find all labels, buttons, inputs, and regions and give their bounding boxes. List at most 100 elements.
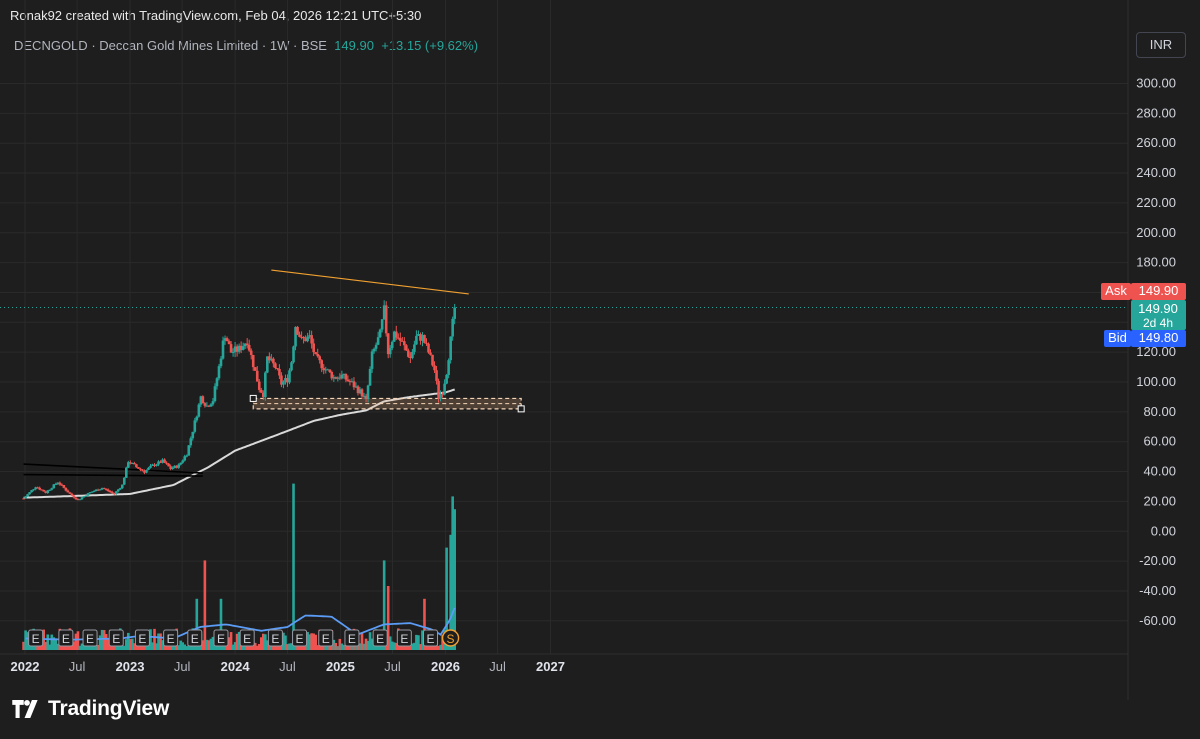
earnings-marker-label: E <box>427 632 435 646</box>
earnings-marker-label: E <box>138 632 146 646</box>
candle-body <box>62 485 66 488</box>
candle-body <box>403 341 406 346</box>
candle-body <box>274 363 277 368</box>
candle-body <box>74 497 78 500</box>
volume-bar <box>171 644 174 650</box>
candle-body <box>215 378 219 387</box>
symbol-ticker[interactable]: DECNGOLD <box>14 38 88 53</box>
x-tick-label: 2022 <box>11 659 40 674</box>
tradingview-logo[interactable]: TradingView <box>12 697 169 721</box>
volume-bar <box>390 641 394 650</box>
price-change: +13.15 (+9.62%) <box>381 38 479 53</box>
candle-body <box>390 341 394 349</box>
price-axis[interactable]: 300.00 280.00 260.00 240.00 220.00 200.00 180.… <box>1127 0 1176 700</box>
candle-body <box>197 404 201 417</box>
volume-bar <box>310 633 313 650</box>
candle-body <box>211 401 215 405</box>
candle-body <box>445 374 448 384</box>
volume-bar <box>398 644 402 650</box>
candle-body <box>187 445 191 456</box>
candle-body <box>447 360 450 375</box>
interval-label[interactable]: 1W <box>269 38 290 53</box>
candle-body <box>314 352 317 354</box>
volume-bar <box>106 638 110 650</box>
volume-bar <box>282 632 285 650</box>
candle-body <box>247 344 251 351</box>
earnings-marker-label: E <box>32 632 40 646</box>
earnings-marker-label: E <box>217 632 225 646</box>
candle-body <box>354 386 358 388</box>
support-zone-handle <box>249 394 257 402</box>
volume-bar <box>72 641 76 650</box>
x-tick-label: Jul <box>489 659 506 674</box>
earnings-marker-label: E <box>243 632 251 646</box>
candle-body <box>276 367 279 369</box>
ask-value: 149.90 <box>1139 283 1179 298</box>
volume-bar <box>100 629 104 650</box>
volume-bar <box>120 643 124 650</box>
volume-bar <box>153 628 156 650</box>
currency-button[interactable]: INR <box>1136 32 1186 58</box>
volume-bar <box>439 644 442 650</box>
drawn-line <box>23 473 203 477</box>
candle-body <box>302 336 305 339</box>
candle-body <box>225 338 229 342</box>
candle-body <box>127 462 130 468</box>
candle-body <box>38 487 41 490</box>
volume-bar <box>233 642 237 650</box>
volume-bar <box>56 643 60 650</box>
candle-body <box>120 484 124 489</box>
volume-bar <box>423 598 426 650</box>
last-price: 149.90 <box>334 38 374 53</box>
volume-bar <box>157 633 160 650</box>
candle-body <box>253 367 257 371</box>
candle-body <box>388 348 392 355</box>
y-tick-label: 80.00 <box>1143 404 1176 419</box>
volume-bar <box>86 646 90 650</box>
volume-bar <box>358 643 362 650</box>
support-zone[interactable] <box>249 394 525 413</box>
candle-body <box>296 326 299 335</box>
candle-body <box>167 463 170 467</box>
volume-bar <box>211 636 215 650</box>
earnings-marker-label: E <box>400 632 408 646</box>
grid <box>0 0 1128 654</box>
candle-body <box>82 496 86 498</box>
candle-body <box>362 395 366 397</box>
volume-bar <box>320 643 324 650</box>
time-axis[interactable]: 2022 Jul 2023 Jul 2024 Jul 2025 Jul 2026 Jul 2027 <box>0 653 1128 674</box>
candle-body <box>34 487 37 490</box>
x-tick-label: Jul <box>69 659 86 674</box>
candle-body <box>28 492 31 495</box>
candle-body <box>155 464 158 466</box>
candle-body <box>108 491 112 493</box>
candle-body <box>114 491 118 495</box>
candle-body <box>288 370 291 383</box>
tradingview-logo-text: TradingView <box>48 697 170 720</box>
y-tick-label: 280.00 <box>1136 105 1176 120</box>
earnings-marker <box>372 629 388 647</box>
volume-bar <box>76 631 80 650</box>
candle-body <box>36 487 39 489</box>
candle-body <box>189 438 193 446</box>
candle-body <box>22 498 25 500</box>
volume-bar <box>125 639 128 650</box>
candle-body <box>439 394 442 399</box>
volume-bar <box>261 633 265 650</box>
volume-bar <box>26 632 29 650</box>
candle-body <box>306 336 309 342</box>
volume-bar <box>249 644 253 650</box>
volume-bar <box>74 633 78 650</box>
candle-body <box>245 343 249 345</box>
candle-body <box>243 343 247 347</box>
candle-body <box>407 350 410 357</box>
candle-body <box>312 343 315 353</box>
volume-bar <box>255 645 259 650</box>
drawn-lines[interactable] <box>0 269 1128 477</box>
candle-body <box>104 488 108 490</box>
volume-bar <box>205 639 209 650</box>
candle-body <box>169 466 172 469</box>
candle-body <box>380 319 384 330</box>
